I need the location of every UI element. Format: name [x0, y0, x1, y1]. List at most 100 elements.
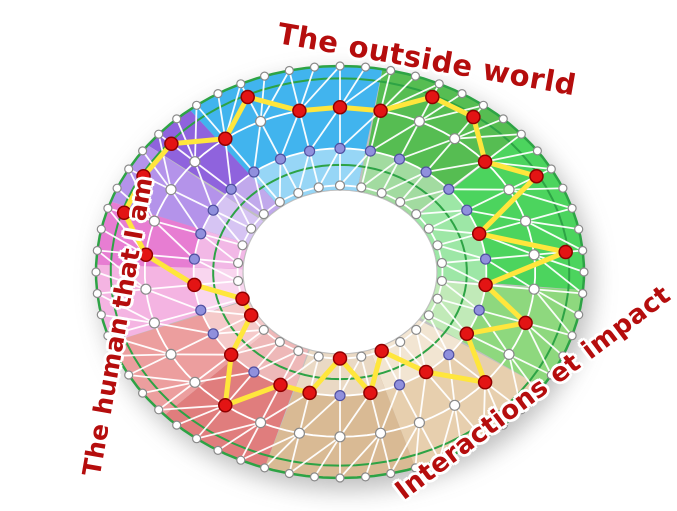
mesh-line	[278, 159, 282, 203]
mesh-line	[399, 137, 456, 160]
mesh-line	[194, 161, 232, 191]
mesh-line	[428, 209, 468, 230]
node-outer-white	[360, 472, 371, 482]
node-outer-white	[532, 146, 543, 156]
node-outer-white	[154, 405, 164, 415]
mesh-line	[194, 280, 239, 286]
mesh-line	[127, 168, 156, 222]
mesh-line	[524, 322, 553, 376]
node-outer-white	[558, 183, 568, 193]
node-outer-white	[284, 65, 294, 76]
mesh-line	[438, 405, 456, 461]
mesh-line	[194, 353, 232, 383]
node-third-purple	[443, 183, 455, 195]
mesh-line	[298, 65, 341, 112]
mesh-line	[100, 228, 147, 256]
mesh-line	[508, 354, 523, 411]
node-inner-white	[293, 187, 304, 199]
mesh-line	[485, 284, 535, 291]
mesh-line	[525, 207, 573, 222]
node-inner-white	[411, 209, 422, 220]
mesh-line	[533, 288, 580, 316]
red-node	[558, 244, 573, 260]
mesh-line	[379, 432, 392, 474]
mesh-line	[279, 355, 320, 386]
mesh-line	[288, 432, 301, 474]
node-inner-white	[432, 240, 443, 251]
node-second-white	[165, 184, 177, 196]
node-outer-white	[260, 463, 270, 473]
node-outer-white	[112, 351, 122, 361]
sector-inner-green-medium	[360, 150, 449, 217]
red-node	[459, 326, 475, 342]
mesh-line	[158, 404, 226, 411]
node-second-white	[519, 215, 532, 227]
mesh-line	[425, 371, 456, 406]
red-node	[478, 277, 493, 293]
node-outer-white	[578, 288, 588, 299]
node-third-purple	[393, 379, 406, 391]
node-outer-white	[124, 370, 134, 380]
mesh-line	[217, 93, 227, 139]
mesh-line	[437, 297, 480, 312]
mesh-line	[454, 133, 522, 140]
node-second-white	[528, 249, 540, 261]
node-outer-white	[124, 164, 134, 174]
mesh-line	[525, 220, 579, 231]
node-second-white	[165, 348, 177, 360]
red-node	[477, 375, 493, 390]
node-inner-white	[246, 223, 257, 234]
red-node	[240, 89, 255, 105]
node-outer-white	[103, 203, 113, 213]
mesh-line	[448, 353, 486, 383]
mesh-line	[288, 436, 341, 475]
node-third-purple	[207, 204, 219, 216]
node-outer-white	[457, 445, 467, 455]
red-nodes-group	[116, 89, 573, 413]
node-third-purple	[473, 304, 485, 316]
red-node	[418, 364, 434, 380]
node-inner-white	[237, 240, 248, 251]
node-outer-white	[192, 434, 202, 444]
node-outer-white	[309, 62, 320, 72]
node-inner-white	[423, 310, 434, 321]
node-third-purple	[461, 204, 473, 216]
red-node	[218, 398, 233, 413]
mesh-line	[466, 188, 510, 212]
node-inner-white	[233, 257, 244, 269]
mesh-line	[425, 160, 486, 173]
node-outer-white	[96, 224, 106, 234]
node-second-white	[503, 348, 515, 360]
red-node	[292, 103, 307, 119]
node-third-purple	[195, 228, 207, 240]
mesh-line	[379, 75, 417, 112]
node-inner-white	[258, 209, 269, 220]
mesh-line	[154, 309, 202, 324]
node-second-white	[528, 283, 540, 295]
red-node	[218, 131, 233, 146]
node-second-white	[189, 156, 201, 168]
node-outer-white	[558, 351, 568, 361]
node-second-white	[189, 376, 201, 388]
red-node	[425, 89, 440, 105]
mesh-line	[441, 280, 480, 311]
mesh-line	[453, 405, 463, 451]
mesh-line	[158, 381, 196, 411]
mesh-line	[380, 158, 401, 194]
mesh-line	[154, 322, 214, 335]
node-inner-white	[356, 351, 367, 362]
node-outer-white	[567, 331, 577, 341]
node-third-purple	[334, 142, 346, 154]
mesh-line	[525, 322, 573, 337]
mesh-line	[478, 309, 526, 324]
mesh-line	[200, 309, 252, 317]
node-outer-white	[138, 388, 148, 398]
mesh-line	[400, 188, 450, 203]
node-outer-white	[360, 62, 371, 72]
red-node	[302, 385, 317, 401]
mesh-line	[482, 382, 486, 439]
node-second-white	[449, 133, 461, 145]
node-second-white	[255, 115, 267, 128]
mesh-line	[253, 350, 299, 373]
node-second-white	[503, 184, 515, 196]
